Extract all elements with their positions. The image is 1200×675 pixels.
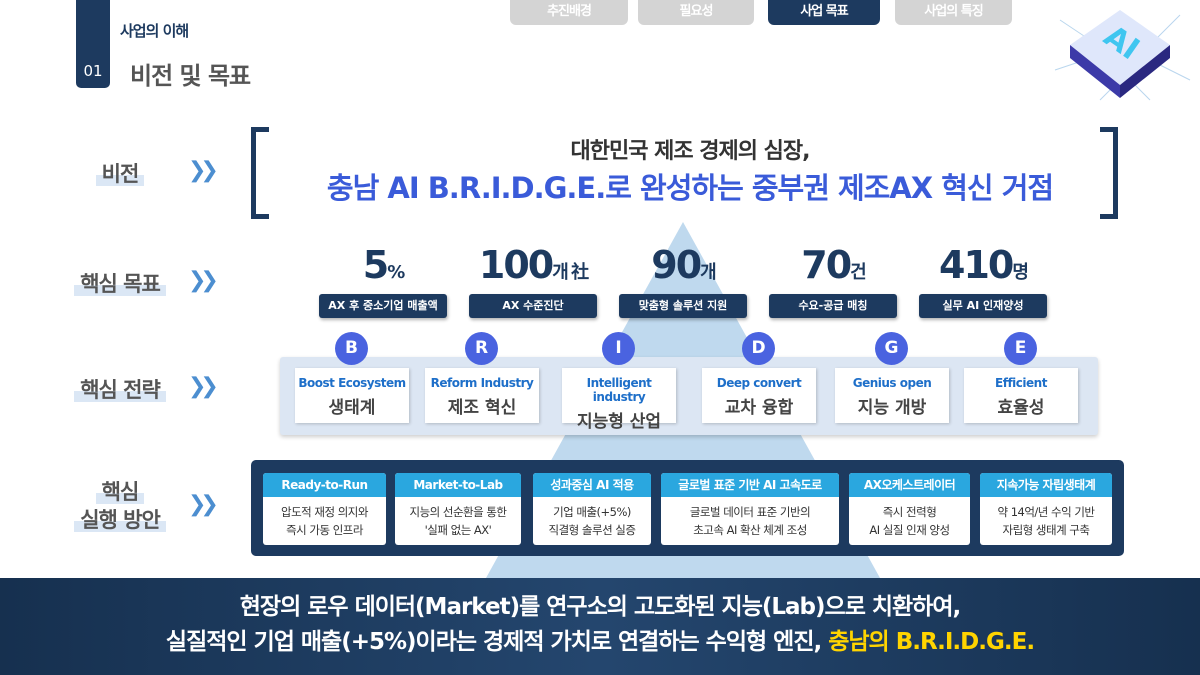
action-desc: 즉시 전력형: [882, 505, 937, 519]
target-label: AX 후 중소기업 매출액: [319, 294, 447, 318]
chevron-right-icon: ❯❯: [188, 268, 219, 293]
chevron-right-icon: ❯❯: [188, 158, 219, 183]
strategy-card: Efficient 효율성: [964, 368, 1078, 423]
target-item: 410명 실무 AI 인재양성: [913, 244, 1053, 318]
row-label-targets: 핵심 목표: [55, 268, 185, 298]
tab-goals[interactable]: 사업 목표: [768, 0, 880, 25]
strategy-letter: R: [465, 332, 498, 365]
left-bracket: [251, 127, 269, 219]
tab-necessity[interactable]: 필요성: [638, 0, 754, 25]
summary-line1: 현장의 로우 데이터(Market)를 연구소의 고도화된 지능(Lab)으로 …: [239, 594, 962, 620]
strategy-en: Intelligent industry: [586, 376, 652, 404]
strategy-letter: G: [875, 332, 908, 365]
strategy-en: Boost Ecosystem: [298, 376, 406, 390]
strategy-en: Genius open: [852, 376, 932, 390]
row-label-action: 핵심 실행 방안: [55, 478, 185, 534]
action-desc: 자립형 생태계 구축: [1002, 523, 1090, 537]
section-number: 01: [83, 62, 103, 80]
strategy-card: Intelligent industry 지능형 산업: [562, 368, 676, 432]
strategy-panel: [280, 357, 1098, 435]
action-desc: AI 실질 인재 양성: [869, 523, 950, 537]
strategy-ko: 지능 개방: [857, 398, 927, 418]
target-item: 90개 맞춤형 솔루션 지원: [613, 244, 753, 318]
summary-banner: 현장의 로우 데이터(Market)를 연구소의 고도화된 지능(Lab)으로 …: [0, 578, 1200, 675]
tab-features[interactable]: 사업의 특징: [895, 0, 1012, 25]
strategy-card: Reform Industry 제조 혁신: [425, 368, 539, 423]
target-label: 실무 AI 인재양성: [919, 294, 1047, 318]
strategy-en: Deep convert: [716, 376, 802, 390]
strategy-card: Boost Ecosystem 생태계: [295, 368, 409, 423]
target-label: 수요-공급 매칭: [769, 294, 897, 318]
action-desc: '실패 없는 AX': [424, 523, 492, 537]
target-label: 맞춤형 솔루션 지원: [619, 294, 747, 318]
section-number-badge: 01: [76, 0, 110, 88]
vision-line2: 충남 AI B.R.I.D.G.E.로 완성하는 중부권 제조AX 혁신 거점: [326, 171, 1054, 205]
action-desc: 글로벌 데이터 표준 기반의: [689, 505, 811, 519]
strategy-ko: 지능형 산업: [576, 412, 662, 432]
summary-line2: 실질적인 기업 매출(+5%)이라는 경제적 가치로 연결하는 수익형 엔진,: [165, 629, 822, 655]
summary-highlight: 충남의 B.R.I.D.G.E.: [828, 629, 1035, 655]
action-desc: 약 14억/년 수익 기반: [997, 505, 1095, 519]
action-title: Ready-to-Run: [263, 473, 386, 497]
strategy-en: Efficient: [995, 376, 1047, 390]
row-label-strategy: 핵심 전략: [55, 374, 185, 404]
action-card: Market-to-Lab 지능의 선순환을 통한 '실패 없는 AX': [395, 473, 521, 545]
action-title: AX오케스트레이터: [849, 473, 970, 497]
strategy-card: Genius open 지능 개방: [835, 368, 949, 423]
action-desc: 초고속 AI 확산 체계 조성: [693, 523, 807, 537]
strategy-letter: I: [602, 332, 635, 365]
section-label: 사업의 이해: [120, 22, 189, 40]
action-title: 성과중심 AI 적용: [533, 473, 651, 497]
action-title: 지속가능 자립생태계: [980, 473, 1112, 497]
action-desc: 즉시 가동 인프라: [286, 523, 363, 537]
strategy-ko: 교차 융합: [724, 398, 794, 418]
strategy-ko: 효율성: [997, 398, 1045, 418]
right-bracket: [1100, 127, 1118, 219]
action-desc: 지능의 선순환을 통한: [409, 505, 507, 519]
action-title: 글로벌 표준 기반 AI 고속도로: [661, 473, 839, 497]
strategy-ko: 제조 혁신: [447, 398, 517, 418]
chevron-right-icon: ❯❯: [188, 492, 219, 517]
target-item: 5% AX 후 중소기업 매출액: [313, 244, 453, 318]
target-item: 100개 社 AX 수준진단: [463, 244, 603, 318]
strategy-letter: D: [742, 332, 775, 365]
page-title: 비전 및 목표: [130, 62, 251, 90]
ai-chip-logo: AI: [1054, 10, 1191, 101]
vision-line1: 대한민국 제조 경제의 심장,: [570, 139, 811, 164]
tab-background[interactable]: 추진배경: [510, 0, 628, 25]
target-label: AX 수준진단: [469, 294, 597, 318]
strategy-card: Deep convert 교차 융합: [702, 368, 816, 423]
strategy-en: Reform Industry: [430, 376, 534, 390]
strategy-letter: E: [1004, 332, 1037, 365]
action-desc: 압도적 재정 의지와: [281, 505, 368, 519]
action-desc: 기업 매출(+5%): [553, 505, 631, 519]
chevron-right-icon: ❯❯: [188, 374, 219, 399]
strategy-letter: B: [335, 332, 368, 365]
strategy-ko: 생태계: [328, 398, 376, 418]
action-desc: 직결형 솔루션 실증: [548, 523, 636, 537]
target-item: 70건 수요-공급 매칭: [763, 244, 903, 318]
action-title: Market-to-Lab: [395, 473, 521, 497]
row-label-vision: 비전: [55, 158, 185, 188]
